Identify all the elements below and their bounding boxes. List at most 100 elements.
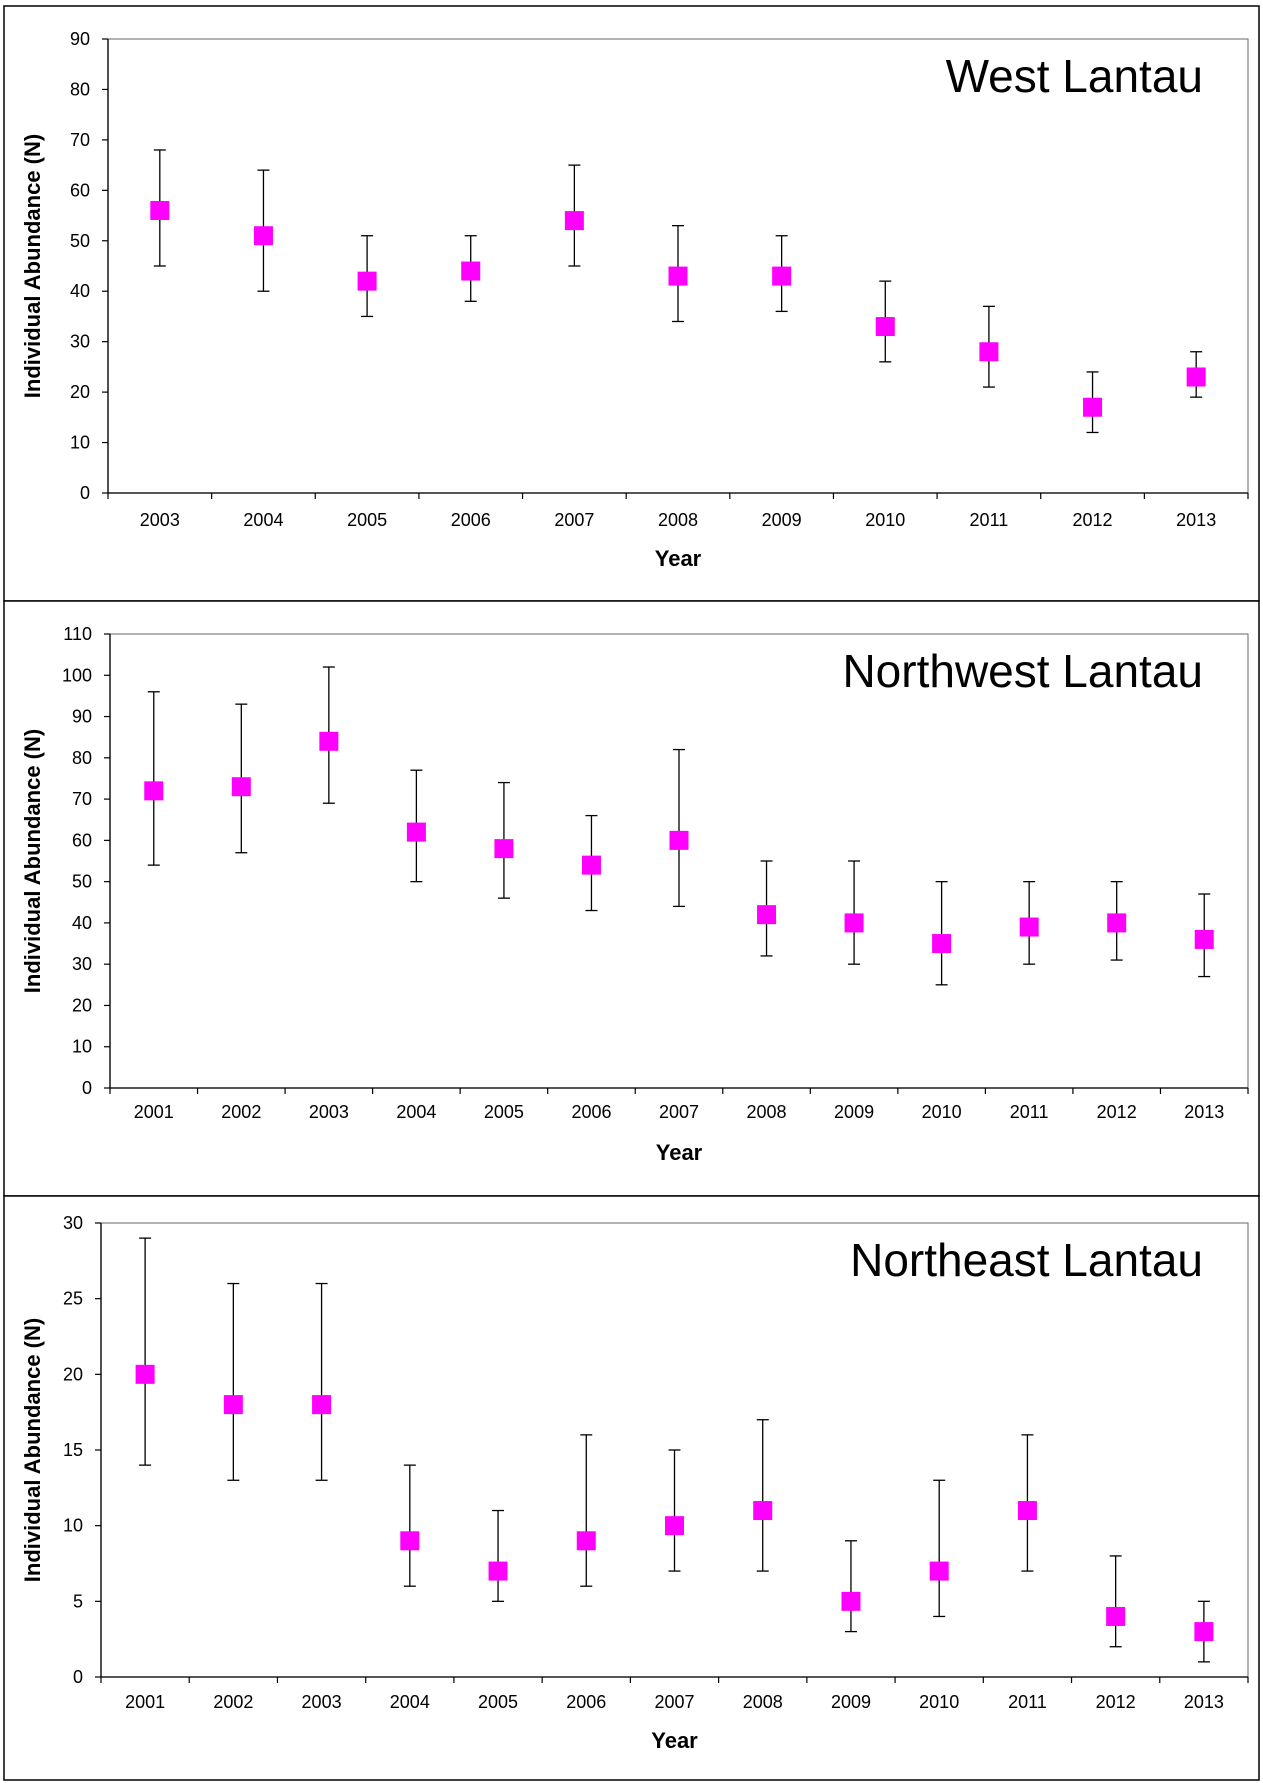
chart-title: Northeast Lantau	[850, 1234, 1203, 1286]
marker	[753, 1501, 773, 1521]
data-point-2001	[135, 1237, 155, 1466]
x-tick-label: 2012	[1097, 1102, 1137, 1122]
chart-title: West Lantau	[946, 50, 1203, 102]
data-point-2009	[841, 1540, 861, 1633]
x-tick-label: 2011	[970, 510, 1009, 530]
x-tick-label: 2008	[658, 510, 698, 530]
y-tick-label: 20	[70, 382, 90, 402]
data-point-2006	[581, 814, 601, 912]
data-point-2013	[1194, 893, 1214, 978]
data-point-2005	[494, 781, 514, 899]
marker	[564, 211, 584, 231]
data-point-2011	[1017, 1434, 1037, 1572]
marker	[979, 342, 999, 362]
marker	[1017, 1501, 1037, 1521]
y-tick-label: 60	[70, 180, 90, 200]
x-axis-title: Year	[655, 546, 702, 571]
x-tick-label: 2008	[743, 1692, 783, 1712]
data-point-2008	[753, 1419, 773, 1572]
y-tick-label: 110	[63, 624, 92, 644]
x-tick-label: 2012	[1073, 510, 1113, 530]
marker	[488, 1561, 508, 1581]
marker	[135, 1364, 155, 1384]
data-point-2010	[932, 880, 952, 986]
x-tick-label: 2001	[125, 1692, 165, 1712]
y-tick-label: 20	[63, 1364, 83, 1384]
y-tick-label: 100	[62, 665, 92, 685]
data-point-2005	[357, 235, 377, 318]
x-tick-label: 2006	[571, 1102, 611, 1122]
marker	[312, 1395, 332, 1415]
data-point-2009	[844, 860, 864, 965]
x-tick-label: 2008	[747, 1102, 787, 1122]
data-point-2006	[576, 1434, 596, 1587]
y-axis-title: Individual Abundance (N)	[20, 729, 45, 993]
marker	[144, 781, 164, 801]
data-point-2004	[253, 169, 273, 292]
marker	[1106, 1606, 1126, 1626]
y-tick-label: 30	[72, 954, 92, 974]
x-tick-label: 2004	[396, 1102, 436, 1122]
chart-panel-2: 0 10 20 30 40 50 60 70 80 90 100 110 2001 2002 2003 200…	[3, 600, 1260, 1197]
data-point-2003	[312, 1282, 332, 1481]
y-tick-label: 60	[72, 830, 92, 850]
x-tick-label: 2009	[834, 1102, 874, 1122]
x-tick-label: 2004	[390, 1692, 430, 1712]
marker	[223, 1395, 243, 1415]
y-axis-title: Individual Abundance (N)	[20, 134, 45, 398]
y-tick-label: 0	[80, 483, 90, 503]
y-tick-label: 15	[63, 1440, 83, 1460]
x-tick-label: 2002	[221, 1102, 261, 1122]
marker	[929, 1561, 949, 1581]
x-tick-label: 2009	[831, 1692, 871, 1712]
marker	[669, 830, 689, 850]
marker	[319, 731, 339, 751]
x-tick-label: 2007	[554, 510, 594, 530]
chart-panel-1: 0 10 20 30 40 50 60 70 80 90 2003 2004 2005 2006 2007 2…	[3, 5, 1260, 602]
y-tick-label: 5	[73, 1591, 83, 1611]
data-point-2010	[929, 1479, 949, 1618]
x-tick-label: 2003	[302, 1692, 342, 1712]
x-tick-label: 2010	[922, 1102, 962, 1122]
marker	[1194, 1622, 1214, 1642]
y-tick-label: 70	[70, 130, 90, 150]
y-tick-label: 80	[70, 79, 90, 99]
data-point-2013	[1194, 1600, 1214, 1663]
x-tick-label: 2013	[1184, 1102, 1224, 1122]
marker	[400, 1531, 420, 1551]
x-tick-label: 2010	[919, 1692, 959, 1712]
chart-title: Northwest Lantau	[842, 645, 1203, 697]
x-tick-label: 2005	[478, 1692, 518, 1712]
data-point-2005	[488, 1509, 508, 1602]
data-point-2003	[150, 149, 170, 267]
x-tick-label: 2013	[1184, 1692, 1224, 1712]
x-tick-label: 2001	[134, 1102, 174, 1122]
data-point-2011	[979, 305, 999, 388]
y-tick-label: 0	[73, 1667, 83, 1687]
marker	[253, 226, 273, 246]
marker	[665, 1516, 684, 1536]
x-tick-label: 2005	[347, 510, 387, 530]
y-tick-label: 10	[70, 433, 90, 453]
y-tick-label: 30	[63, 1213, 83, 1233]
y-tick-label: 10	[63, 1516, 83, 1536]
x-tick-label: 2011	[1010, 1102, 1049, 1122]
y-tick-label: 0	[82, 1078, 92, 1098]
data-point-2001	[144, 691, 164, 866]
y-tick-label: 30	[70, 332, 90, 352]
y-tick-label: 90	[72, 707, 92, 727]
x-tick-label: 2011	[1008, 1692, 1047, 1712]
data-point-2007	[665, 1449, 684, 1572]
x-tick-label: 2009	[762, 510, 802, 530]
x-tick-label: 2013	[1176, 510, 1216, 530]
data-point-2006	[461, 235, 481, 302]
marker	[494, 839, 514, 859]
x-tick-label: 2010	[865, 510, 905, 530]
x-axis-title: Year	[656, 1140, 703, 1165]
data-point-2010	[875, 280, 895, 363]
marker	[772, 266, 792, 286]
x-tick-label: 2002	[213, 1692, 253, 1712]
x-tick-label: 2006	[451, 510, 491, 530]
data-point-2008	[668, 224, 688, 323]
